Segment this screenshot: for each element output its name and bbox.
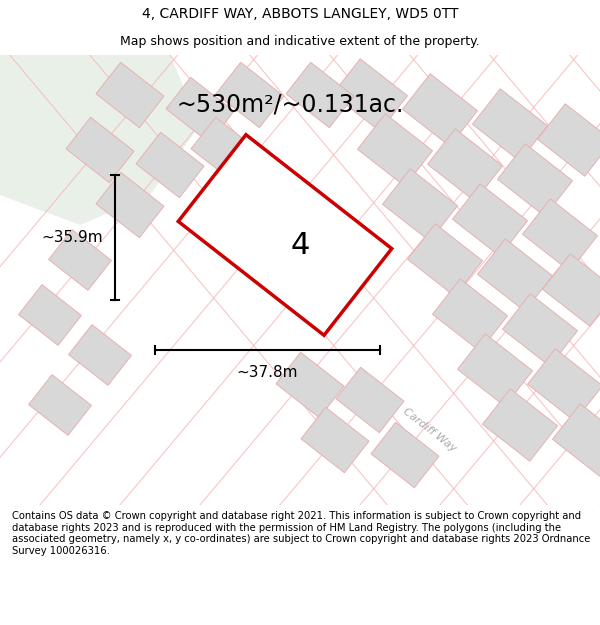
Polygon shape: [458, 334, 532, 406]
Polygon shape: [527, 349, 600, 421]
Polygon shape: [523, 199, 598, 271]
Polygon shape: [428, 129, 502, 201]
Polygon shape: [433, 279, 508, 351]
Text: ~530m²/~0.131ac.: ~530m²/~0.131ac.: [176, 93, 404, 117]
Polygon shape: [452, 184, 527, 256]
Polygon shape: [29, 374, 91, 436]
Polygon shape: [542, 254, 600, 326]
Polygon shape: [49, 229, 112, 291]
Text: Contains OS data © Crown copyright and database right 2021. This information is : Contains OS data © Crown copyright and d…: [12, 511, 590, 556]
Polygon shape: [371, 422, 439, 488]
Polygon shape: [383, 169, 457, 241]
Text: 4, CARDIFF WAY, ABBOTS LANGLEY, WD5 0TT: 4, CARDIFF WAY, ABBOTS LANGLEY, WD5 0TT: [142, 7, 458, 21]
Polygon shape: [497, 144, 572, 216]
Polygon shape: [191, 118, 259, 182]
Text: Map shows position and indicative extent of the property.: Map shows position and indicative extent…: [120, 35, 480, 48]
Polygon shape: [538, 104, 600, 176]
Polygon shape: [68, 324, 131, 386]
Polygon shape: [301, 408, 369, 472]
Polygon shape: [166, 78, 234, 142]
Polygon shape: [276, 352, 344, 418]
Polygon shape: [136, 132, 204, 198]
Polygon shape: [96, 173, 164, 238]
Polygon shape: [0, 55, 200, 225]
Polygon shape: [332, 59, 407, 131]
Polygon shape: [478, 239, 553, 311]
Polygon shape: [286, 62, 354, 127]
Polygon shape: [178, 135, 392, 335]
Polygon shape: [553, 404, 600, 476]
Polygon shape: [216, 62, 284, 127]
Polygon shape: [407, 224, 482, 296]
Text: 4: 4: [290, 231, 310, 259]
Polygon shape: [482, 389, 557, 461]
Text: ~37.8m: ~37.8m: [237, 365, 298, 380]
Polygon shape: [336, 368, 404, 432]
Polygon shape: [403, 74, 478, 146]
Polygon shape: [96, 62, 164, 127]
Polygon shape: [358, 114, 433, 186]
Polygon shape: [19, 284, 82, 346]
Polygon shape: [66, 118, 134, 182]
Polygon shape: [473, 89, 547, 161]
Text: ~35.9m: ~35.9m: [41, 230, 103, 245]
Polygon shape: [503, 294, 577, 366]
Text: Cardiff Way: Cardiff Way: [401, 406, 458, 454]
